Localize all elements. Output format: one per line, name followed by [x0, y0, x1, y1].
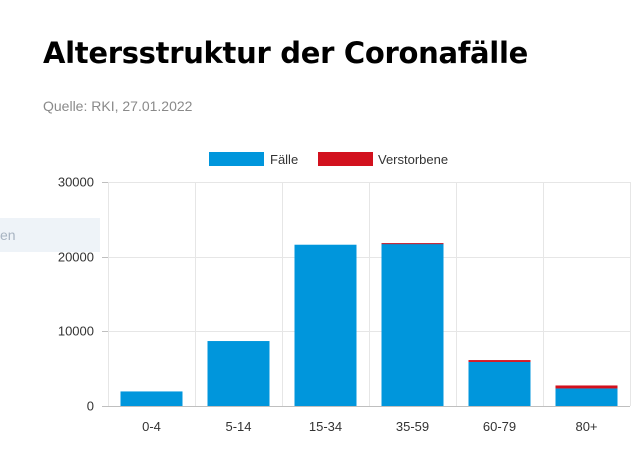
bar-faelle-0-4[interactable] — [120, 391, 183, 406]
legend-label[interactable]: Verstorbene — [378, 152, 448, 167]
x-tick-label: 5-14 — [225, 419, 251, 434]
legend-swatch[interactable] — [209, 152, 264, 166]
source-note: Quelle: RKI, 27.01.2022 — [43, 98, 193, 114]
side-tab[interactable]: en — [0, 218, 100, 252]
legend-label[interactable]: Fälle — [270, 152, 298, 167]
bar-verstorbene-60-79[interactable] — [468, 360, 531, 362]
bar-faelle-80+[interactable] — [555, 388, 618, 406]
legend: Fälle Verstorbene — [209, 152, 448, 167]
bar-faelle-60-79[interactable] — [468, 361, 531, 406]
axes: 0 10000 20000 30000 0-4 5-14 15-34 35-59 60-79 80… — [58, 175, 630, 434]
bar-verstorbene-80+[interactable] — [555, 385, 618, 389]
y-tick-label: 20000 — [58, 250, 94, 265]
page-title: Altersstruktur der Coronafälle — [43, 36, 528, 70]
x-tick-label: 80+ — [575, 419, 597, 434]
y-tick-label: 0 — [87, 399, 94, 414]
grid-lines — [108, 182, 631, 406]
x-tick-label: 35-59 — [396, 419, 429, 434]
legend-swatch[interactable] — [318, 152, 373, 166]
bars — [120, 243, 618, 406]
bar-faelle-35-59[interactable] — [381, 243, 444, 406]
x-tick-label: 60-79 — [483, 419, 516, 434]
bar-faelle-15-34[interactable] — [294, 244, 357, 406]
bar-faelle-5-14[interactable] — [207, 341, 270, 406]
y-tick-label: 30000 — [58, 175, 94, 190]
x-tick-label: 15-34 — [309, 419, 342, 434]
y-tick-label: 10000 — [58, 324, 94, 339]
x-tick-label: 0-4 — [142, 419, 161, 434]
bar-verstorbene-35-59[interactable] — [381, 243, 444, 245]
